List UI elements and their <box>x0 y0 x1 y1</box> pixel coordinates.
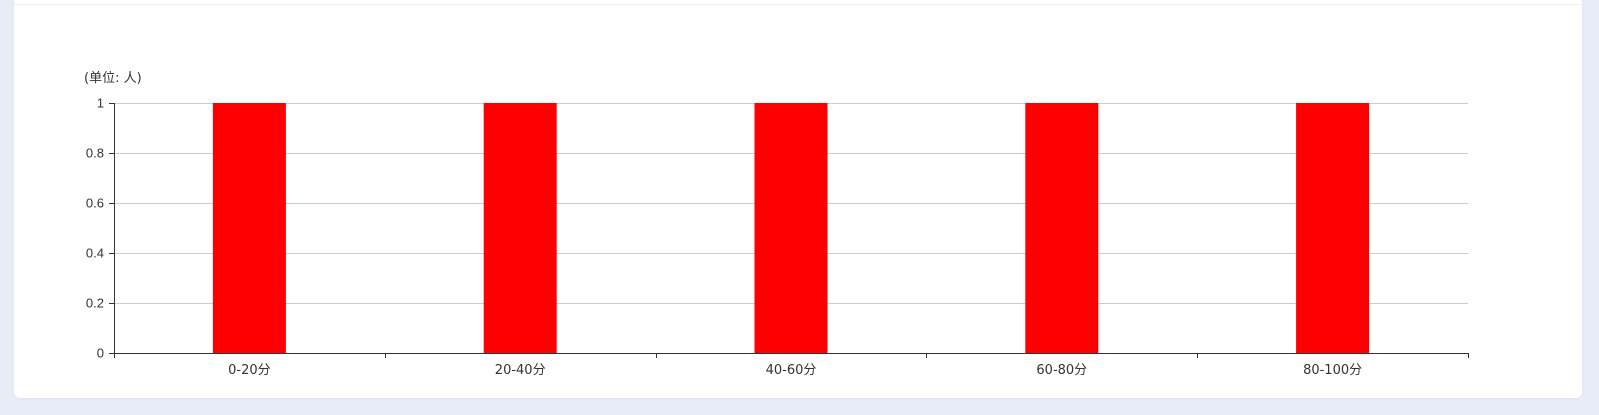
bar <box>1296 103 1369 353</box>
bar-chart: 0 0.2 0.4 0.6 0.8 1 0-20分 20-40分 40-60分 60-80分 80-… <box>14 0 1582 398</box>
x-tick-label: 20-40分 <box>495 363 546 378</box>
bar <box>213 103 286 353</box>
y-tick-label: 0.8 <box>86 146 104 161</box>
bar <box>1025 103 1098 353</box>
x-tick-label: 0-20分 <box>228 363 271 378</box>
y-tick-label: 0 <box>97 346 104 361</box>
chart-card: (单位: 人) 0 0.2 0.4 0.6 0.8 1 0-20分 20-40分 40-60分 6… <box>14 0 1582 398</box>
y-tick-label: 0.6 <box>86 196 104 211</box>
bar <box>755 103 828 353</box>
y-tick-label: 0.2 <box>86 296 104 311</box>
y-tick-label: 1 <box>97 96 104 111</box>
y-tick-label: 0.4 <box>86 246 104 261</box>
x-tick-label: 60-80分 <box>1036 363 1087 378</box>
x-tick-label: 80-100分 <box>1303 363 1362 378</box>
x-tick-label: 40-60分 <box>766 363 817 378</box>
bar <box>484 103 557 353</box>
